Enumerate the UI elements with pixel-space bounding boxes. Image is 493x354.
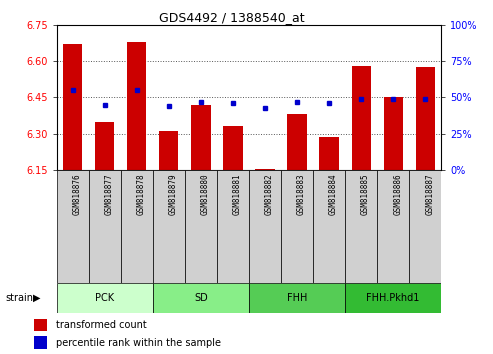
Bar bbox=[185, 170, 217, 283]
Bar bbox=[121, 170, 153, 283]
Text: GSM818880: GSM818880 bbox=[201, 173, 210, 215]
Bar bbox=[409, 170, 441, 283]
Text: PCK: PCK bbox=[95, 293, 114, 303]
Bar bbox=[249, 283, 345, 313]
Text: GSM818886: GSM818886 bbox=[393, 173, 402, 215]
Bar bbox=[34, 319, 47, 331]
Text: percentile rank within the sample: percentile rank within the sample bbox=[56, 338, 221, 348]
Bar bbox=[63, 44, 82, 170]
Text: GSM818884: GSM818884 bbox=[329, 173, 338, 215]
Bar bbox=[287, 114, 307, 170]
Bar bbox=[384, 97, 403, 170]
Bar bbox=[377, 170, 409, 283]
Bar bbox=[57, 283, 153, 313]
Bar bbox=[95, 121, 114, 170]
Text: FHH.Pkhd1: FHH.Pkhd1 bbox=[366, 293, 420, 303]
Bar bbox=[159, 131, 178, 170]
Text: FHH: FHH bbox=[287, 293, 307, 303]
Text: transformed count: transformed count bbox=[56, 320, 146, 330]
Bar bbox=[217, 170, 249, 283]
Bar bbox=[89, 170, 121, 283]
Text: ▶: ▶ bbox=[33, 293, 41, 303]
Bar bbox=[416, 67, 435, 170]
Bar bbox=[153, 283, 249, 313]
Text: GSM818882: GSM818882 bbox=[265, 173, 274, 215]
Bar bbox=[127, 42, 146, 170]
Bar bbox=[319, 137, 339, 170]
Bar bbox=[191, 105, 211, 170]
Bar bbox=[345, 170, 377, 283]
Text: SD: SD bbox=[194, 293, 208, 303]
Bar bbox=[223, 126, 243, 170]
Bar bbox=[57, 170, 89, 283]
Bar bbox=[255, 169, 275, 170]
Text: GSM818883: GSM818883 bbox=[297, 173, 306, 215]
Bar bbox=[281, 170, 313, 283]
Bar bbox=[249, 170, 281, 283]
Text: GSM818887: GSM818887 bbox=[425, 173, 434, 215]
Text: GSM818885: GSM818885 bbox=[361, 173, 370, 215]
Bar bbox=[34, 336, 47, 349]
Text: GDS4492 / 1388540_at: GDS4492 / 1388540_at bbox=[159, 11, 305, 24]
Text: GSM818878: GSM818878 bbox=[137, 173, 146, 215]
Text: GSM818876: GSM818876 bbox=[73, 173, 82, 215]
Text: GSM818879: GSM818879 bbox=[169, 173, 178, 215]
Bar bbox=[352, 66, 371, 170]
Bar bbox=[153, 170, 185, 283]
Text: GSM818877: GSM818877 bbox=[105, 173, 114, 215]
Text: strain: strain bbox=[5, 293, 33, 303]
Bar bbox=[345, 283, 441, 313]
Text: GSM818881: GSM818881 bbox=[233, 173, 242, 215]
Bar bbox=[313, 170, 345, 283]
